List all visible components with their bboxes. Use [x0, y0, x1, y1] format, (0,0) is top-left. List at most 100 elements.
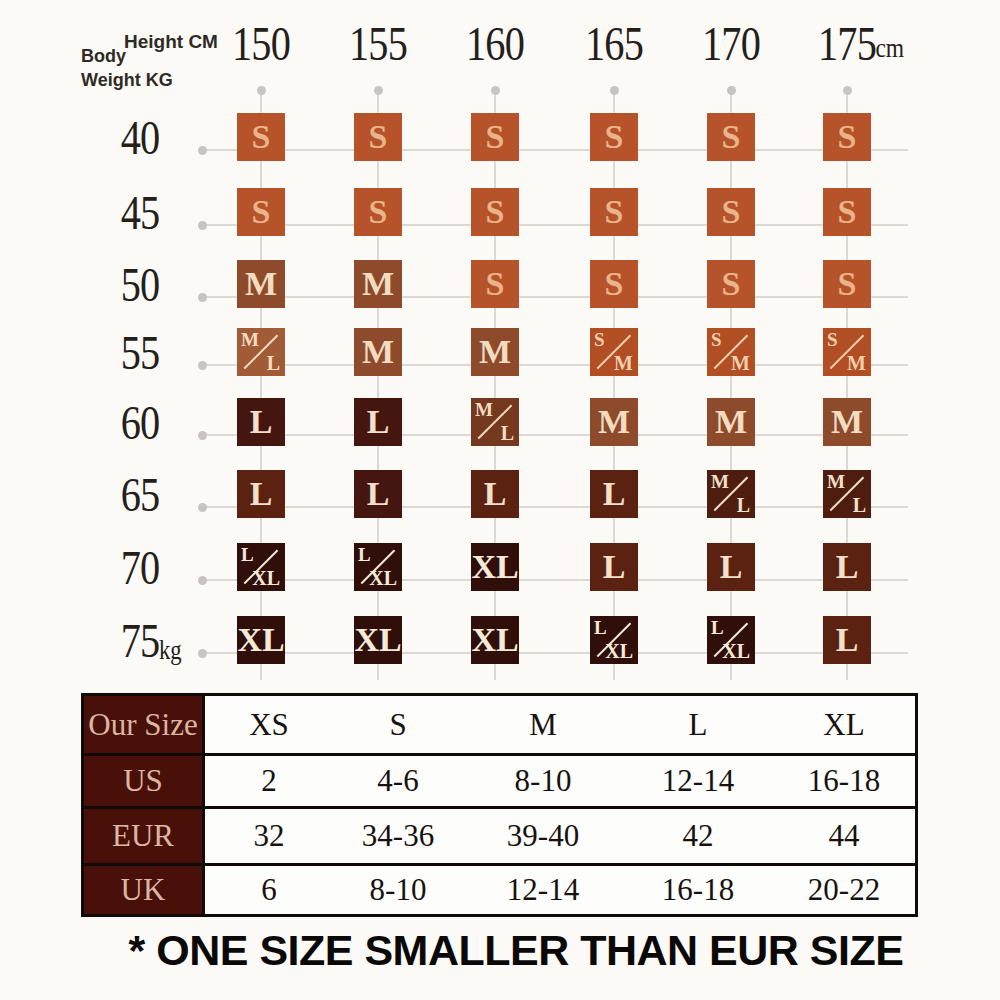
size-combo-second: M: [847, 353, 866, 373]
size-combo-second: XL: [252, 568, 280, 588]
conversion-cell: 16-18: [623, 863, 773, 914]
weight-value: 40: [121, 111, 160, 164]
size-cell: XL: [354, 616, 402, 664]
size-cell: S: [707, 113, 755, 161]
height-header: 155: [349, 16, 407, 71]
conversion-cell: 12-14: [623, 753, 773, 806]
conversion-cell: 2: [205, 753, 333, 806]
size-cell: L: [707, 543, 755, 591]
size-cell: L: [471, 470, 519, 518]
size-cell: SM: [590, 328, 638, 376]
size-combo-second: XL: [722, 641, 750, 661]
conversion-corner-cell: Our Size: [84, 696, 205, 753]
conversion-cell: 42: [623, 806, 773, 863]
conversion-cell: 12-14: [463, 863, 623, 914]
weight-label: 50: [121, 257, 160, 312]
conversion-table: Our Size XS S M L XL US 2 4-6 8-10 12-14…: [81, 693, 918, 917]
size-combo-first: S: [827, 330, 838, 349]
conversion-row-label: US: [84, 753, 205, 806]
size-cell: M: [707, 398, 755, 446]
height-header: 165: [585, 16, 643, 71]
conversion-cell: 16-18: [773, 753, 915, 806]
size-cell: L: [237, 470, 285, 518]
conversion-cell: 39-40: [463, 806, 623, 863]
grid-column-line: [730, 90, 732, 680]
conversion-cell: 20-22: [773, 863, 915, 914]
size-cell: S: [823, 113, 871, 161]
size-cell: L: [354, 470, 402, 518]
size-cell: S: [354, 113, 402, 161]
size-cell: XL: [471, 543, 519, 591]
grid-row-dot: [198, 361, 207, 370]
height-header: 150: [232, 16, 290, 71]
weight-label: 75kg: [121, 613, 160, 668]
size-cell: ML: [237, 328, 285, 376]
grid-row-line: [202, 579, 908, 581]
conversion-column-header: S: [333, 696, 463, 753]
grid-column-line: [260, 90, 262, 680]
height-value: 160: [466, 17, 524, 70]
grid-row-dot: [198, 649, 207, 658]
size-combo-first: L: [241, 545, 254, 564]
grid-row-line: [202, 506, 908, 508]
size-combo-second: M: [731, 353, 750, 373]
size-combo-first: M: [711, 472, 729, 491]
size-cell: S: [823, 188, 871, 236]
grid-row-dot: [198, 503, 207, 512]
conversion-cell: 44: [773, 806, 915, 863]
size-cell: S: [823, 260, 871, 308]
grid-row-dot: [198, 431, 207, 440]
grid-row-dot: [198, 146, 207, 155]
size-cell: S: [707, 188, 755, 236]
size-cell: S: [590, 188, 638, 236]
height-unit: cm: [875, 32, 904, 64]
size-cell: L XL: [707, 616, 755, 664]
conversion-cell: 8-10: [333, 863, 463, 914]
conversion-column-header: M: [463, 696, 623, 753]
size-combo-second: XL: [605, 641, 633, 661]
size-cell: ML: [823, 470, 871, 518]
conversion-cell: 34-36: [333, 806, 463, 863]
size-cell: XL: [237, 616, 285, 664]
size-cell: SM: [707, 328, 755, 376]
size-combo-second: L: [267, 353, 280, 373]
grid-row-line: [202, 224, 908, 226]
grid-row-line: [202, 434, 908, 436]
grid-column-dot: [727, 86, 736, 95]
size-cell: S: [354, 188, 402, 236]
size-cell: S: [471, 188, 519, 236]
height-header: 170: [702, 16, 760, 71]
grid-column-line: [494, 90, 496, 680]
size-cell: L XL: [237, 543, 285, 591]
size-combo-first: L: [711, 618, 724, 637]
size-combo-first: L: [358, 545, 371, 564]
size-combo-first: M: [241, 330, 259, 349]
conversion-cell: 8-10: [463, 753, 623, 806]
conversion-cell: 6: [205, 863, 333, 914]
size-combo-second: L: [853, 495, 866, 515]
size-cell: M: [471, 328, 519, 376]
size-combo-second: XL: [369, 568, 397, 588]
height-value: 175: [818, 17, 876, 70]
size-combo-first: M: [827, 472, 845, 491]
size-combo-first: S: [711, 330, 722, 349]
grid-row-line: [202, 149, 908, 151]
size-cell: S: [590, 260, 638, 308]
grid-column-line: [613, 90, 615, 680]
footnote: * ONE SIZE SMALLER THAN EUR SIZE: [32, 926, 1000, 975]
size-combo-second: L: [501, 423, 514, 443]
height-value: 155: [349, 17, 407, 70]
conversion-cell: 4-6: [333, 753, 463, 806]
height-value: 150: [232, 17, 290, 70]
size-cell: XL: [471, 616, 519, 664]
size-cell: M: [590, 398, 638, 446]
grid-row-dot: [198, 221, 207, 230]
height-header: 160: [466, 16, 524, 71]
size-cell: S: [471, 113, 519, 161]
weight-label: 70: [121, 540, 160, 595]
size-cell: L: [237, 398, 285, 446]
grid-row-dot: [198, 576, 207, 585]
size-cell: L: [823, 616, 871, 664]
size-cell: L: [590, 543, 638, 591]
size-cell: L: [590, 470, 638, 518]
